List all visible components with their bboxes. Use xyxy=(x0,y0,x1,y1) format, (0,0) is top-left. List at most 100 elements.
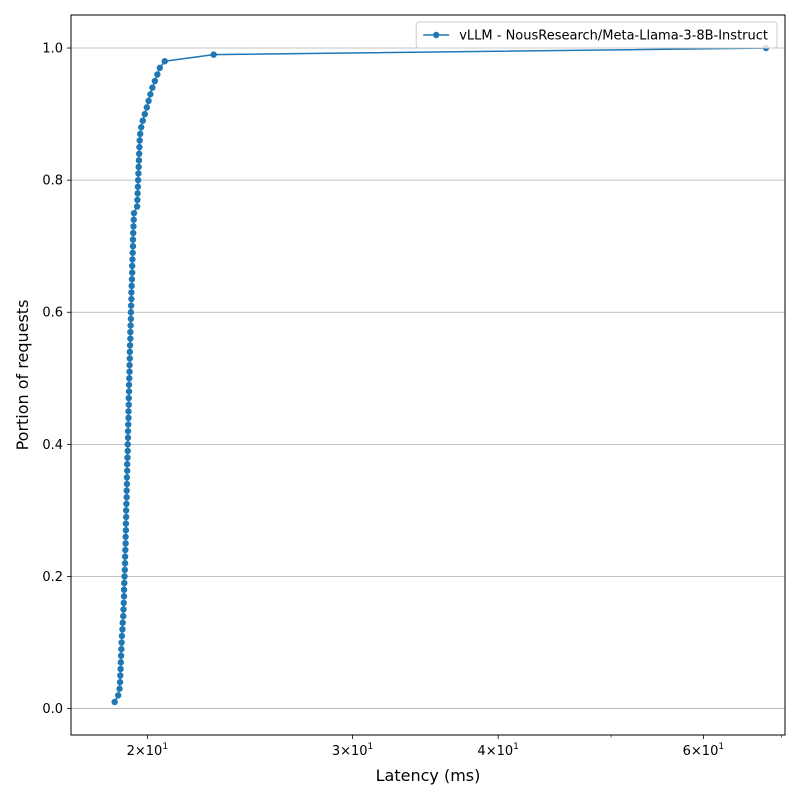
data-point xyxy=(137,130,144,138)
data-point xyxy=(122,507,130,514)
data-point xyxy=(121,560,129,567)
data-point xyxy=(129,256,136,263)
data-point xyxy=(123,487,130,494)
data-point xyxy=(135,163,142,171)
data-point xyxy=(118,645,125,653)
data-point xyxy=(127,322,134,329)
data-point xyxy=(122,540,129,547)
tick-layer: 0.0 0.2 0.4 0.6 0.8 1.0 2×101 3×101 4×101 6×101 xyxy=(42,42,782,759)
legend: vLLM - NousResearch/Meta-Llama-3-8B-Inst… xyxy=(415,21,778,49)
data-point xyxy=(136,137,143,144)
data-point xyxy=(130,209,138,217)
data-point xyxy=(128,276,136,283)
data-point xyxy=(127,335,134,342)
y-tick-label: 0.4 xyxy=(42,438,63,453)
data-point xyxy=(121,573,128,580)
y-tick-label: 0.8 xyxy=(42,174,63,189)
data-point xyxy=(121,566,129,574)
data-point xyxy=(128,289,135,296)
data-point xyxy=(116,678,124,686)
y-axis-label: Portion of requests xyxy=(13,300,32,451)
data-point xyxy=(128,295,135,303)
data-point xyxy=(134,190,141,197)
data-point xyxy=(126,361,133,369)
data-point xyxy=(125,408,132,415)
data-point xyxy=(147,91,154,98)
data-point xyxy=(129,236,137,243)
data-point xyxy=(135,170,142,177)
data-point xyxy=(117,672,124,679)
data-point xyxy=(134,183,142,190)
legend-entry-label: vLLM - NousResearch/Meta-Llama-3-8B-Inst… xyxy=(459,29,768,44)
series-layer xyxy=(111,44,770,706)
data-point xyxy=(133,203,141,210)
data-point xyxy=(122,533,129,541)
data-point xyxy=(121,579,128,587)
data-point xyxy=(135,150,143,157)
data-point xyxy=(143,104,151,111)
data-point xyxy=(129,249,136,256)
data-point xyxy=(114,692,122,699)
data-point xyxy=(136,143,143,151)
data-point xyxy=(125,414,132,422)
legend-marker-swatch xyxy=(433,31,440,39)
data-point xyxy=(129,242,137,250)
data-point xyxy=(124,441,131,448)
data-point xyxy=(126,375,133,382)
data-point xyxy=(120,612,127,620)
data-point xyxy=(118,639,125,646)
y-tick-label: 0.0 xyxy=(42,702,63,717)
data-point xyxy=(122,527,130,534)
data-point xyxy=(134,176,142,184)
data-point xyxy=(126,355,134,362)
data-point xyxy=(124,454,131,461)
y-tick-label: 0.2 xyxy=(42,570,63,585)
x-tick-label: 2×101 xyxy=(127,742,168,759)
data-point xyxy=(141,110,148,118)
data-point xyxy=(138,124,145,131)
data-point xyxy=(130,229,137,237)
data-point xyxy=(128,262,136,270)
data-point xyxy=(123,494,130,501)
data-point xyxy=(116,685,123,692)
data-point xyxy=(122,520,130,527)
data-point xyxy=(127,315,135,323)
data-point xyxy=(126,368,133,375)
data-point xyxy=(135,157,143,164)
data-point xyxy=(127,309,135,316)
x-axis-label: Latency (ms) xyxy=(376,766,481,785)
data-point xyxy=(120,606,127,613)
data-point xyxy=(134,196,141,204)
data-point xyxy=(119,626,126,633)
data-point xyxy=(123,480,131,488)
data-point xyxy=(123,500,130,508)
data-point xyxy=(151,77,159,85)
data-point xyxy=(123,474,131,481)
data-point xyxy=(124,467,131,474)
data-point xyxy=(128,269,136,276)
series-line xyxy=(114,47,766,703)
data-point xyxy=(156,64,164,72)
legend-box xyxy=(415,21,778,49)
data-point xyxy=(117,652,125,659)
data-point xyxy=(118,632,126,640)
data-point xyxy=(120,593,128,600)
data-point xyxy=(130,223,137,230)
x-tick-label: 6×101 xyxy=(683,742,724,759)
data-point xyxy=(111,698,118,706)
data-point xyxy=(125,421,132,428)
x-tick-label: 4×101 xyxy=(477,742,518,759)
data-point xyxy=(117,665,124,673)
data-point xyxy=(126,348,134,356)
data-point xyxy=(124,434,132,441)
data-point xyxy=(127,328,134,336)
data-point xyxy=(122,546,129,554)
data-point xyxy=(125,381,133,389)
data-point xyxy=(145,97,152,105)
data-point xyxy=(124,427,132,435)
data-point xyxy=(130,216,137,223)
data-point xyxy=(139,117,146,124)
data-point xyxy=(210,51,217,58)
